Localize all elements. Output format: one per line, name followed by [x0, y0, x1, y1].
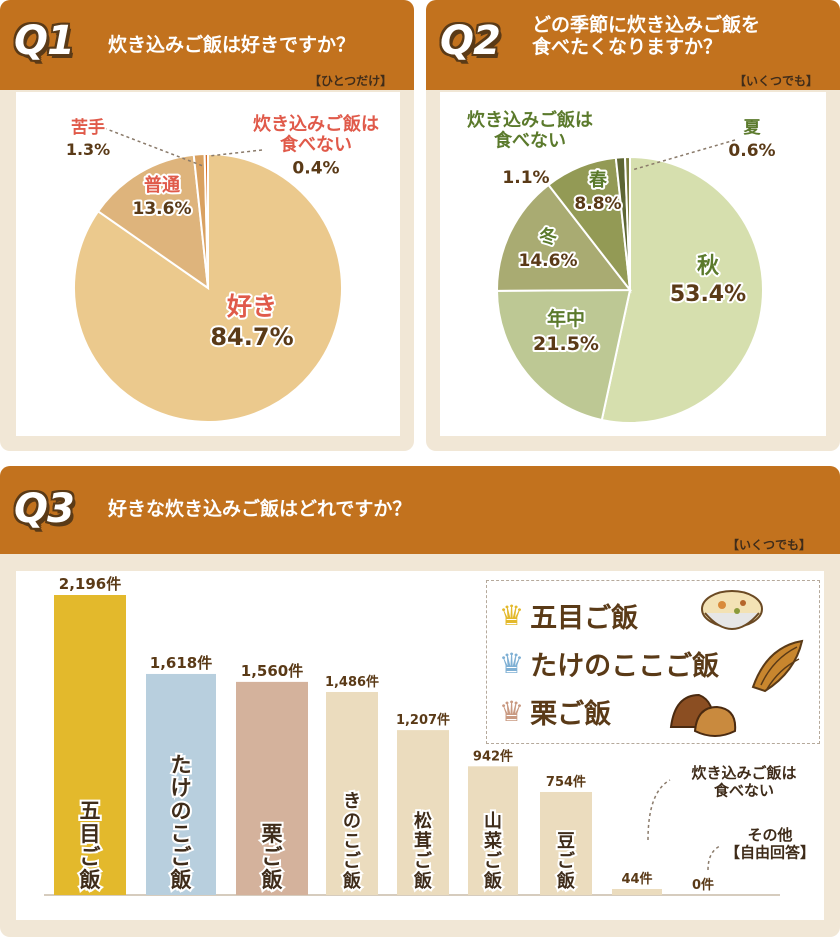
- pie-value-label: 13.6%: [133, 199, 192, 219]
- pie-value-label: 0.4%: [292, 159, 339, 179]
- pie-value-label: 21.5%: [533, 333, 599, 355]
- pie-value-label: 14.6%: [519, 251, 578, 271]
- bar-category-label: たけのこご飯: [170, 753, 192, 892]
- bar-value-label: 1,486件: [325, 674, 379, 690]
- q3-question: 好きな炊き込みご飯はどれですか？: [108, 498, 412, 520]
- bar: [54, 595, 126, 895]
- pie-value-label: 1.3%: [66, 140, 110, 159]
- legend-label-3: 栗ご飯: [530, 698, 612, 730]
- bar: [397, 730, 449, 895]
- pie-value-label: 0.6%: [728, 141, 775, 161]
- legend-rank-3: ♛ 栗ご飯: [499, 691, 611, 731]
- pie-label: 春: [589, 169, 608, 191]
- pie-leader-line: [103, 127, 204, 167]
- pie-value-label: 8.8%: [574, 194, 621, 214]
- q1-question: 炊き込みご飯は好きですか？: [108, 34, 356, 56]
- annotation-dislike: 炊き込みご飯は食べない: [691, 764, 796, 799]
- legend-label-1: 五目ご飯: [530, 602, 639, 634]
- crown-silver-icon: ♛: [499, 646, 525, 680]
- crown-gold-icon: ♛: [499, 598, 525, 632]
- q1-badge: Q1: [14, 18, 75, 64]
- bar-category-label: 山菜ご飯: [483, 811, 502, 892]
- annotation-other: その他【自由回答】: [725, 826, 815, 861]
- chestnut-icon: [669, 693, 737, 737]
- bar-category-label: 松茸ご飯: [413, 810, 432, 892]
- pie-slice: [96, 153, 210, 291]
- pie-slice: [203, 152, 209, 289]
- q2-question: どの季節に炊き込みご飯を 食べたくなりますか？: [532, 14, 761, 58]
- bar-value-label: 754件: [546, 774, 586, 790]
- q2-card: Q2 どの季節に炊き込みご飯を 食べたくなりますか？ 【いくつでも】: [426, 0, 840, 451]
- bar: [468, 766, 518, 895]
- pie-label: 夏: [744, 118, 762, 138]
- pie-label: 炊き込みご飯は食べない: [467, 109, 593, 152]
- q3-note: 【いくつでも】: [727, 538, 812, 552]
- bar-category-label: 豆ご飯: [556, 831, 575, 892]
- bar: [326, 691, 378, 895]
- bar: [146, 673, 216, 895]
- pie-value-label: 53.4%: [670, 282, 746, 307]
- annotation-leader-other: [707, 845, 721, 871]
- pie-label: 好き: [226, 292, 277, 321]
- bar-value-label: 1,207件: [396, 712, 450, 728]
- crown-bronze-icon: ♛: [499, 694, 525, 728]
- q2-header: [426, 0, 840, 90]
- legend-label-2: たけのここご飯: [530, 650, 720, 682]
- bar: [540, 791, 592, 895]
- pie-label: 普通: [144, 174, 180, 196]
- pie-value-label: 84.7%: [210, 323, 293, 351]
- pie-slice: [623, 155, 631, 291]
- q2-badge: Q2: [440, 18, 501, 64]
- pie-slice: [496, 183, 633, 292]
- pie-label: 秋: [697, 254, 720, 279]
- annotation-leader-dislike: [647, 779, 671, 841]
- pie-slice: [495, 288, 632, 422]
- q1-header: [0, 0, 414, 90]
- bamboo-shoot-icon: [751, 639, 804, 693]
- pie-label: 冬: [539, 226, 557, 248]
- bar-value-label: 0件: [692, 877, 714, 893]
- legend-rank-2: ♛ たけのここご飯: [499, 643, 719, 683]
- q2-note: 【いくつでも】: [734, 74, 819, 88]
- bar-value-label: 942件: [473, 748, 513, 764]
- bar: [236, 681, 308, 895]
- pie-leader-line: [208, 149, 263, 157]
- bar-value-label: 2,196件: [59, 575, 121, 593]
- pie-value-label: 1.1%: [502, 168, 549, 188]
- pie-leader-line: [631, 139, 736, 171]
- bar-value-label: 1,618件: [150, 654, 212, 672]
- pie-label: 炊き込みご飯は食べない: [253, 113, 379, 156]
- gomoku-rice-bowl-icon: [701, 590, 763, 630]
- bar-category-label: 五目ご飯: [79, 799, 101, 892]
- bar-category-label: きのこご飯: [342, 791, 361, 892]
- q1-note: 【ひとつだけ】: [309, 74, 393, 88]
- pie-chart-q2: 秋 53.4% 年中 21.5% 冬 14.6% 春 8.8% 炊き込みご飯は食べない 1.1% 夏…: [465, 107, 778, 424]
- pie-slice: [600, 155, 764, 424]
- pie-label: 苦手: [71, 117, 105, 138]
- bar-value-label: 44件: [621, 871, 652, 887]
- bar-category-label: 栗ご飯: [261, 822, 283, 892]
- pie-label: 年中: [547, 307, 585, 330]
- ranking-legend: ♛ 五目ご飯 ♛ たけのここご飯 ♛ 栗ご飯: [486, 580, 820, 744]
- bar-value-label: 1,560件: [241, 662, 303, 680]
- q3-badge: Q3: [14, 486, 75, 532]
- legend-rank-1: ♛ 五目ご飯: [499, 595, 638, 635]
- bar: [612, 888, 662, 895]
- q3-header: [0, 466, 840, 554]
